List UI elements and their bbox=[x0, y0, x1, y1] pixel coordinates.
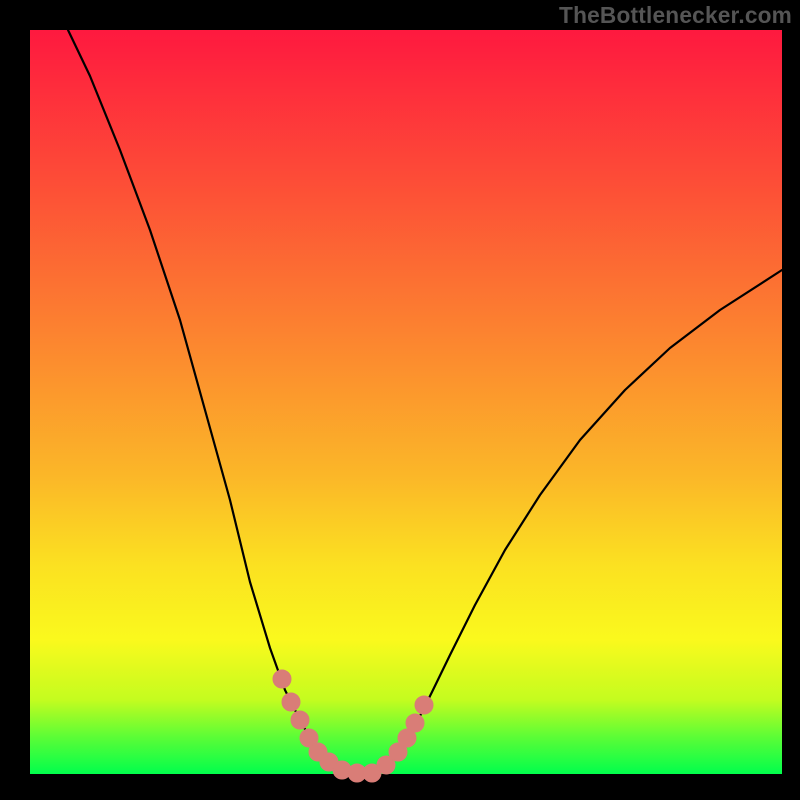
curve-layer bbox=[0, 0, 800, 800]
highlight-dot bbox=[273, 670, 291, 688]
bottleneck-curve bbox=[68, 30, 782, 772]
highlight-dot bbox=[415, 696, 433, 714]
highlight-dots-group bbox=[273, 670, 433, 782]
highlight-dot bbox=[291, 711, 309, 729]
highlight-dot bbox=[282, 693, 300, 711]
highlight-dot bbox=[406, 714, 424, 732]
